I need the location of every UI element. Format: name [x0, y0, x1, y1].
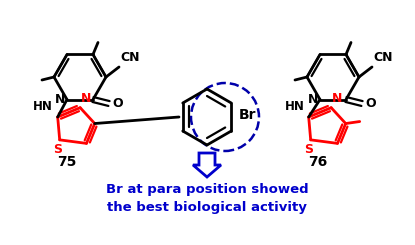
Text: N: N — [332, 92, 342, 105]
Text: S: S — [53, 143, 62, 156]
Polygon shape — [193, 153, 221, 177]
Text: 75: 75 — [57, 155, 77, 169]
Text: the best biological activity: the best biological activity — [107, 200, 307, 213]
Text: N: N — [81, 92, 92, 105]
Text: HN: HN — [32, 100, 52, 113]
Text: HN: HN — [284, 100, 304, 113]
Text: S: S — [304, 143, 313, 156]
Text: N: N — [308, 93, 318, 106]
Text: O: O — [365, 97, 376, 110]
Text: CN: CN — [373, 51, 393, 64]
Text: 76: 76 — [308, 155, 327, 169]
Text: CN: CN — [120, 51, 139, 64]
Text: N: N — [55, 93, 65, 106]
Text: Br: Br — [239, 108, 256, 122]
Text: Br at para position showed: Br at para position showed — [106, 184, 308, 196]
Text: O: O — [112, 97, 122, 110]
